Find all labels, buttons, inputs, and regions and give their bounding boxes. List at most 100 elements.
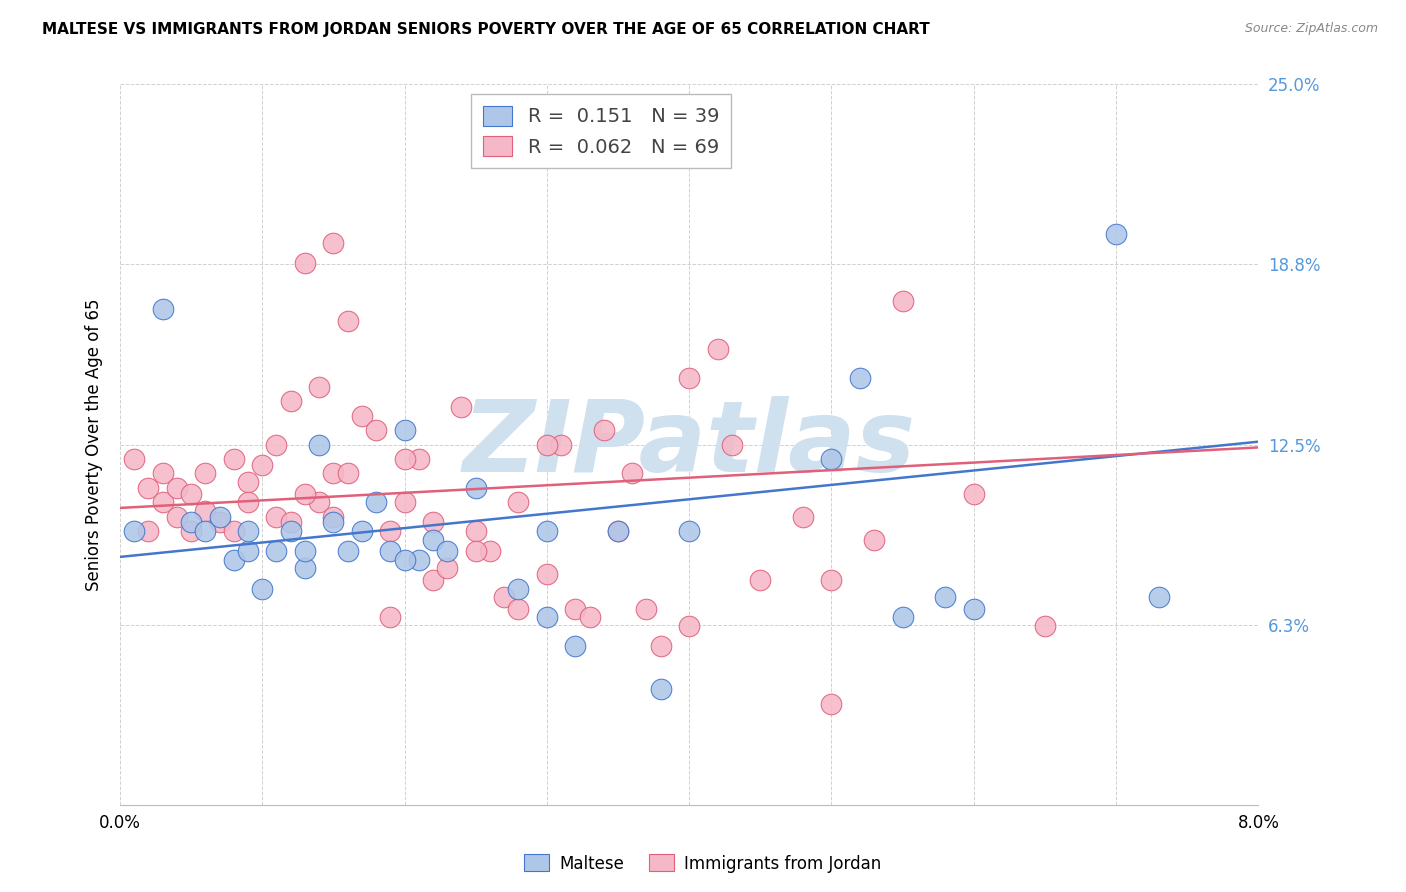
Point bbox=[308, 495, 330, 509]
Y-axis label: Seniors Poverty Over the Age of 65: Seniors Poverty Over the Age of 65 bbox=[86, 298, 103, 591]
Point bbox=[678, 371, 700, 385]
Point bbox=[294, 544, 316, 558]
Point bbox=[536, 610, 558, 624]
Point bbox=[536, 524, 558, 538]
Point bbox=[364, 495, 387, 509]
Point bbox=[891, 293, 914, 308]
Point bbox=[152, 302, 174, 317]
Point bbox=[280, 516, 302, 530]
Point bbox=[1147, 591, 1170, 605]
Point bbox=[194, 524, 217, 538]
Point bbox=[308, 380, 330, 394]
Point bbox=[678, 619, 700, 633]
Point bbox=[294, 561, 316, 575]
Point bbox=[380, 610, 402, 624]
Point bbox=[180, 486, 202, 500]
Point bbox=[564, 639, 586, 653]
Point bbox=[607, 524, 630, 538]
Point bbox=[863, 533, 886, 547]
Point bbox=[1105, 227, 1128, 242]
Point bbox=[394, 553, 416, 567]
Point bbox=[236, 524, 259, 538]
Point bbox=[380, 544, 402, 558]
Point bbox=[236, 544, 259, 558]
Point bbox=[550, 437, 572, 451]
Point bbox=[336, 314, 359, 328]
Point bbox=[138, 524, 160, 538]
Point bbox=[464, 481, 486, 495]
Point bbox=[564, 601, 586, 615]
Point bbox=[236, 495, 259, 509]
Point bbox=[152, 467, 174, 481]
Point bbox=[934, 591, 956, 605]
Point bbox=[222, 553, 245, 567]
Point bbox=[436, 561, 458, 575]
Point bbox=[592, 423, 614, 437]
Point bbox=[350, 409, 373, 423]
Point bbox=[494, 591, 516, 605]
Point bbox=[650, 682, 672, 697]
Point bbox=[621, 467, 644, 481]
Point bbox=[1033, 619, 1056, 633]
Point bbox=[721, 437, 744, 451]
Point bbox=[138, 481, 160, 495]
Point bbox=[650, 639, 672, 653]
Point bbox=[322, 235, 344, 250]
Point bbox=[322, 467, 344, 481]
Point bbox=[508, 601, 530, 615]
Point bbox=[536, 437, 558, 451]
Point bbox=[607, 524, 630, 538]
Legend: R =  0.151   N = 39, R =  0.062   N = 69: R = 0.151 N = 39, R = 0.062 N = 69 bbox=[471, 95, 731, 169]
Point bbox=[678, 524, 700, 538]
Point bbox=[436, 544, 458, 558]
Point bbox=[122, 452, 145, 467]
Point bbox=[408, 553, 430, 567]
Point bbox=[266, 437, 288, 451]
Point bbox=[636, 601, 658, 615]
Point bbox=[364, 423, 387, 437]
Point bbox=[252, 582, 274, 596]
Point bbox=[408, 452, 430, 467]
Point bbox=[820, 573, 842, 587]
Point bbox=[578, 610, 600, 624]
Point bbox=[266, 509, 288, 524]
Point bbox=[820, 452, 842, 467]
Text: MALTESE VS IMMIGRANTS FROM JORDAN SENIORS POVERTY OVER THE AGE OF 65 CORRELATION: MALTESE VS IMMIGRANTS FROM JORDAN SENIOR… bbox=[42, 22, 929, 37]
Point bbox=[166, 509, 188, 524]
Point bbox=[350, 524, 373, 538]
Point bbox=[166, 481, 188, 495]
Point bbox=[394, 423, 416, 437]
Point bbox=[820, 697, 842, 711]
Point bbox=[208, 516, 231, 530]
Point bbox=[749, 573, 772, 587]
Point bbox=[236, 475, 259, 489]
Point bbox=[152, 495, 174, 509]
Point bbox=[194, 467, 217, 481]
Point bbox=[963, 601, 986, 615]
Point bbox=[194, 504, 217, 518]
Point bbox=[706, 343, 728, 357]
Point bbox=[280, 524, 302, 538]
Point bbox=[394, 452, 416, 467]
Point bbox=[963, 486, 986, 500]
Point bbox=[180, 524, 202, 538]
Point bbox=[308, 437, 330, 451]
Point bbox=[464, 524, 486, 538]
Point bbox=[422, 516, 444, 530]
Point bbox=[508, 582, 530, 596]
Point bbox=[464, 544, 486, 558]
Point bbox=[478, 544, 501, 558]
Point bbox=[252, 458, 274, 472]
Legend: Maltese, Immigrants from Jordan: Maltese, Immigrants from Jordan bbox=[517, 847, 889, 880]
Point bbox=[336, 467, 359, 481]
Point bbox=[294, 256, 316, 270]
Point bbox=[322, 516, 344, 530]
Point bbox=[792, 509, 814, 524]
Point bbox=[450, 400, 472, 414]
Point bbox=[222, 452, 245, 467]
Text: ZIPatlas: ZIPatlas bbox=[463, 396, 915, 493]
Point bbox=[180, 516, 202, 530]
Point bbox=[280, 394, 302, 409]
Point bbox=[266, 544, 288, 558]
Point bbox=[394, 495, 416, 509]
